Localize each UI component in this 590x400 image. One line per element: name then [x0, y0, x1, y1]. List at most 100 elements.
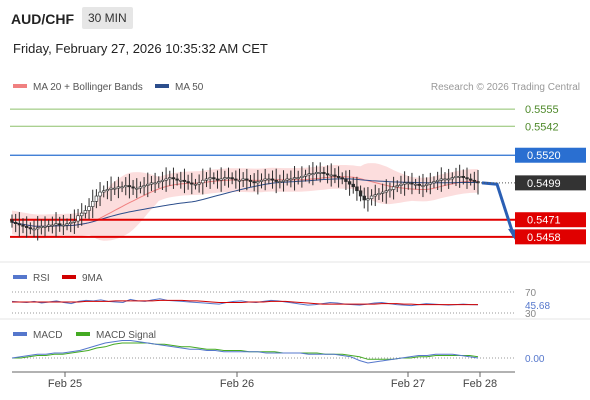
- level-tag-label-0.5471: 0.5471: [527, 215, 561, 227]
- candle-body: [69, 222, 73, 224]
- timeframe-button[interactable]: 30 MIN: [82, 7, 133, 29]
- candle-body: [362, 195, 366, 201]
- candle-body: [230, 177, 234, 180]
- candle-body: [223, 177, 227, 180]
- candle-body: [289, 178, 293, 181]
- level-tag-0.5520: [515, 147, 586, 163]
- level-tag-label-0.5520: 0.5520: [527, 150, 561, 162]
- candle-body: [164, 178, 168, 181]
- candle-body: [83, 210, 88, 214]
- candle-body: [190, 182, 194, 185]
- candle-body: [252, 181, 256, 184]
- candle-body: [267, 178, 271, 181]
- moving-averages: [11, 176, 479, 227]
- candle-body: [124, 185, 128, 188]
- candle-body: [344, 178, 348, 182]
- candle-body: [105, 189, 110, 192]
- candle-body: [285, 178, 289, 181]
- candle-body: [153, 182, 157, 185]
- level-label-0.5555: 0.5555: [525, 104, 559, 116]
- candle-body: [46, 224, 51, 227]
- candle-body: [303, 174, 308, 177]
- candle-body: [278, 181, 282, 183]
- x-tick-label: Feb 28: [463, 378, 497, 390]
- candle-body: [226, 177, 231, 179]
- candle-body: [58, 223, 62, 226]
- candle-body: [127, 185, 132, 188]
- candle-body: [421, 185, 425, 187]
- candle-body: [358, 190, 363, 197]
- forecast-arrow: [481, 181, 519, 240]
- candle-body: [160, 179, 165, 182]
- candle-body: [208, 177, 212, 180]
- candle-body: [380, 191, 385, 194]
- candle-body: [311, 173, 315, 175]
- candle-body: [399, 183, 403, 186]
- candle-body: [168, 177, 172, 180]
- candle-body: [219, 178, 223, 181]
- rsi-ma-legend-label: 9MA: [82, 273, 103, 284]
- candle-body: [351, 183, 355, 188]
- candle-body: [197, 182, 201, 185]
- candle-body: [91, 200, 95, 207]
- last-price-tag: [515, 175, 586, 191]
- candle-body: [204, 178, 209, 181]
- candle-body: [413, 183, 418, 186]
- rsi-line: [11, 298, 479, 307]
- candle-body: [347, 181, 352, 185]
- candle-body: [435, 179, 440, 182]
- candle-body: [109, 187, 113, 190]
- bollinger-bands: [12, 163, 478, 241]
- candle-body: [94, 195, 99, 202]
- candle-body: [366, 198, 370, 201]
- candle-body: [472, 179, 477, 182]
- candle-body: [270, 178, 275, 181]
- candle-body: [76, 215, 80, 222]
- x-tick-label: Feb 25: [48, 378, 82, 390]
- candle-body: [28, 227, 33, 230]
- candle-body: [256, 181, 260, 184]
- candle-body: [443, 178, 447, 181]
- candle-body: [21, 224, 25, 227]
- x-axis: Feb 25 Feb 26 Feb 27 Feb 28: [12, 371, 515, 390]
- candle-body: [142, 185, 146, 188]
- rsi-tick-label: 30: [525, 309, 537, 320]
- candle-body: [149, 182, 154, 185]
- candle-body: [43, 226, 47, 228]
- candle-body: [432, 181, 436, 184]
- candle-body: [439, 178, 444, 181]
- macd-legend: MACD MACD Signal: [13, 330, 156, 341]
- candle-body: [241, 178, 245, 181]
- candle-body: [446, 178, 451, 181]
- rsi-ma-line: [12, 299, 478, 306]
- price-legend: MA 20 + Bollinger Bands MA 50 Research ©…: [13, 82, 580, 93]
- candle-body: [373, 194, 377, 197]
- candle-body: [314, 172, 319, 174]
- candle-body: [417, 183, 421, 186]
- candle-body: [237, 179, 242, 182]
- candlesticks: [10, 162, 480, 241]
- candle-body: [186, 181, 190, 184]
- candle-body: [65, 223, 69, 226]
- candle-body: [102, 190, 106, 193]
- candle-body: [325, 173, 330, 176]
- candle-body: [245, 178, 249, 181]
- candle-body: [336, 175, 341, 178]
- candle-body: [457, 175, 462, 178]
- chart-header: AUD/CHF 30 MIN Friday, February 27, 2026…: [0, 0, 590, 70]
- candle-body: [465, 177, 469, 180]
- candle-body: [454, 175, 458, 178]
- candle-body: [300, 175, 304, 178]
- candle-body: [296, 177, 300, 179]
- candle-body: [35, 227, 40, 230]
- candle-body: [32, 228, 36, 231]
- candle-body: [395, 185, 399, 188]
- candle-body: [146, 183, 150, 186]
- macd-signal-legend-swatch: [76, 332, 90, 336]
- candle-body: [80, 212, 84, 217]
- candle-body: [24, 226, 29, 228]
- ma20-legend-label: MA 20 + Bollinger Bands: [33, 82, 143, 93]
- candle-body: [113, 187, 117, 190]
